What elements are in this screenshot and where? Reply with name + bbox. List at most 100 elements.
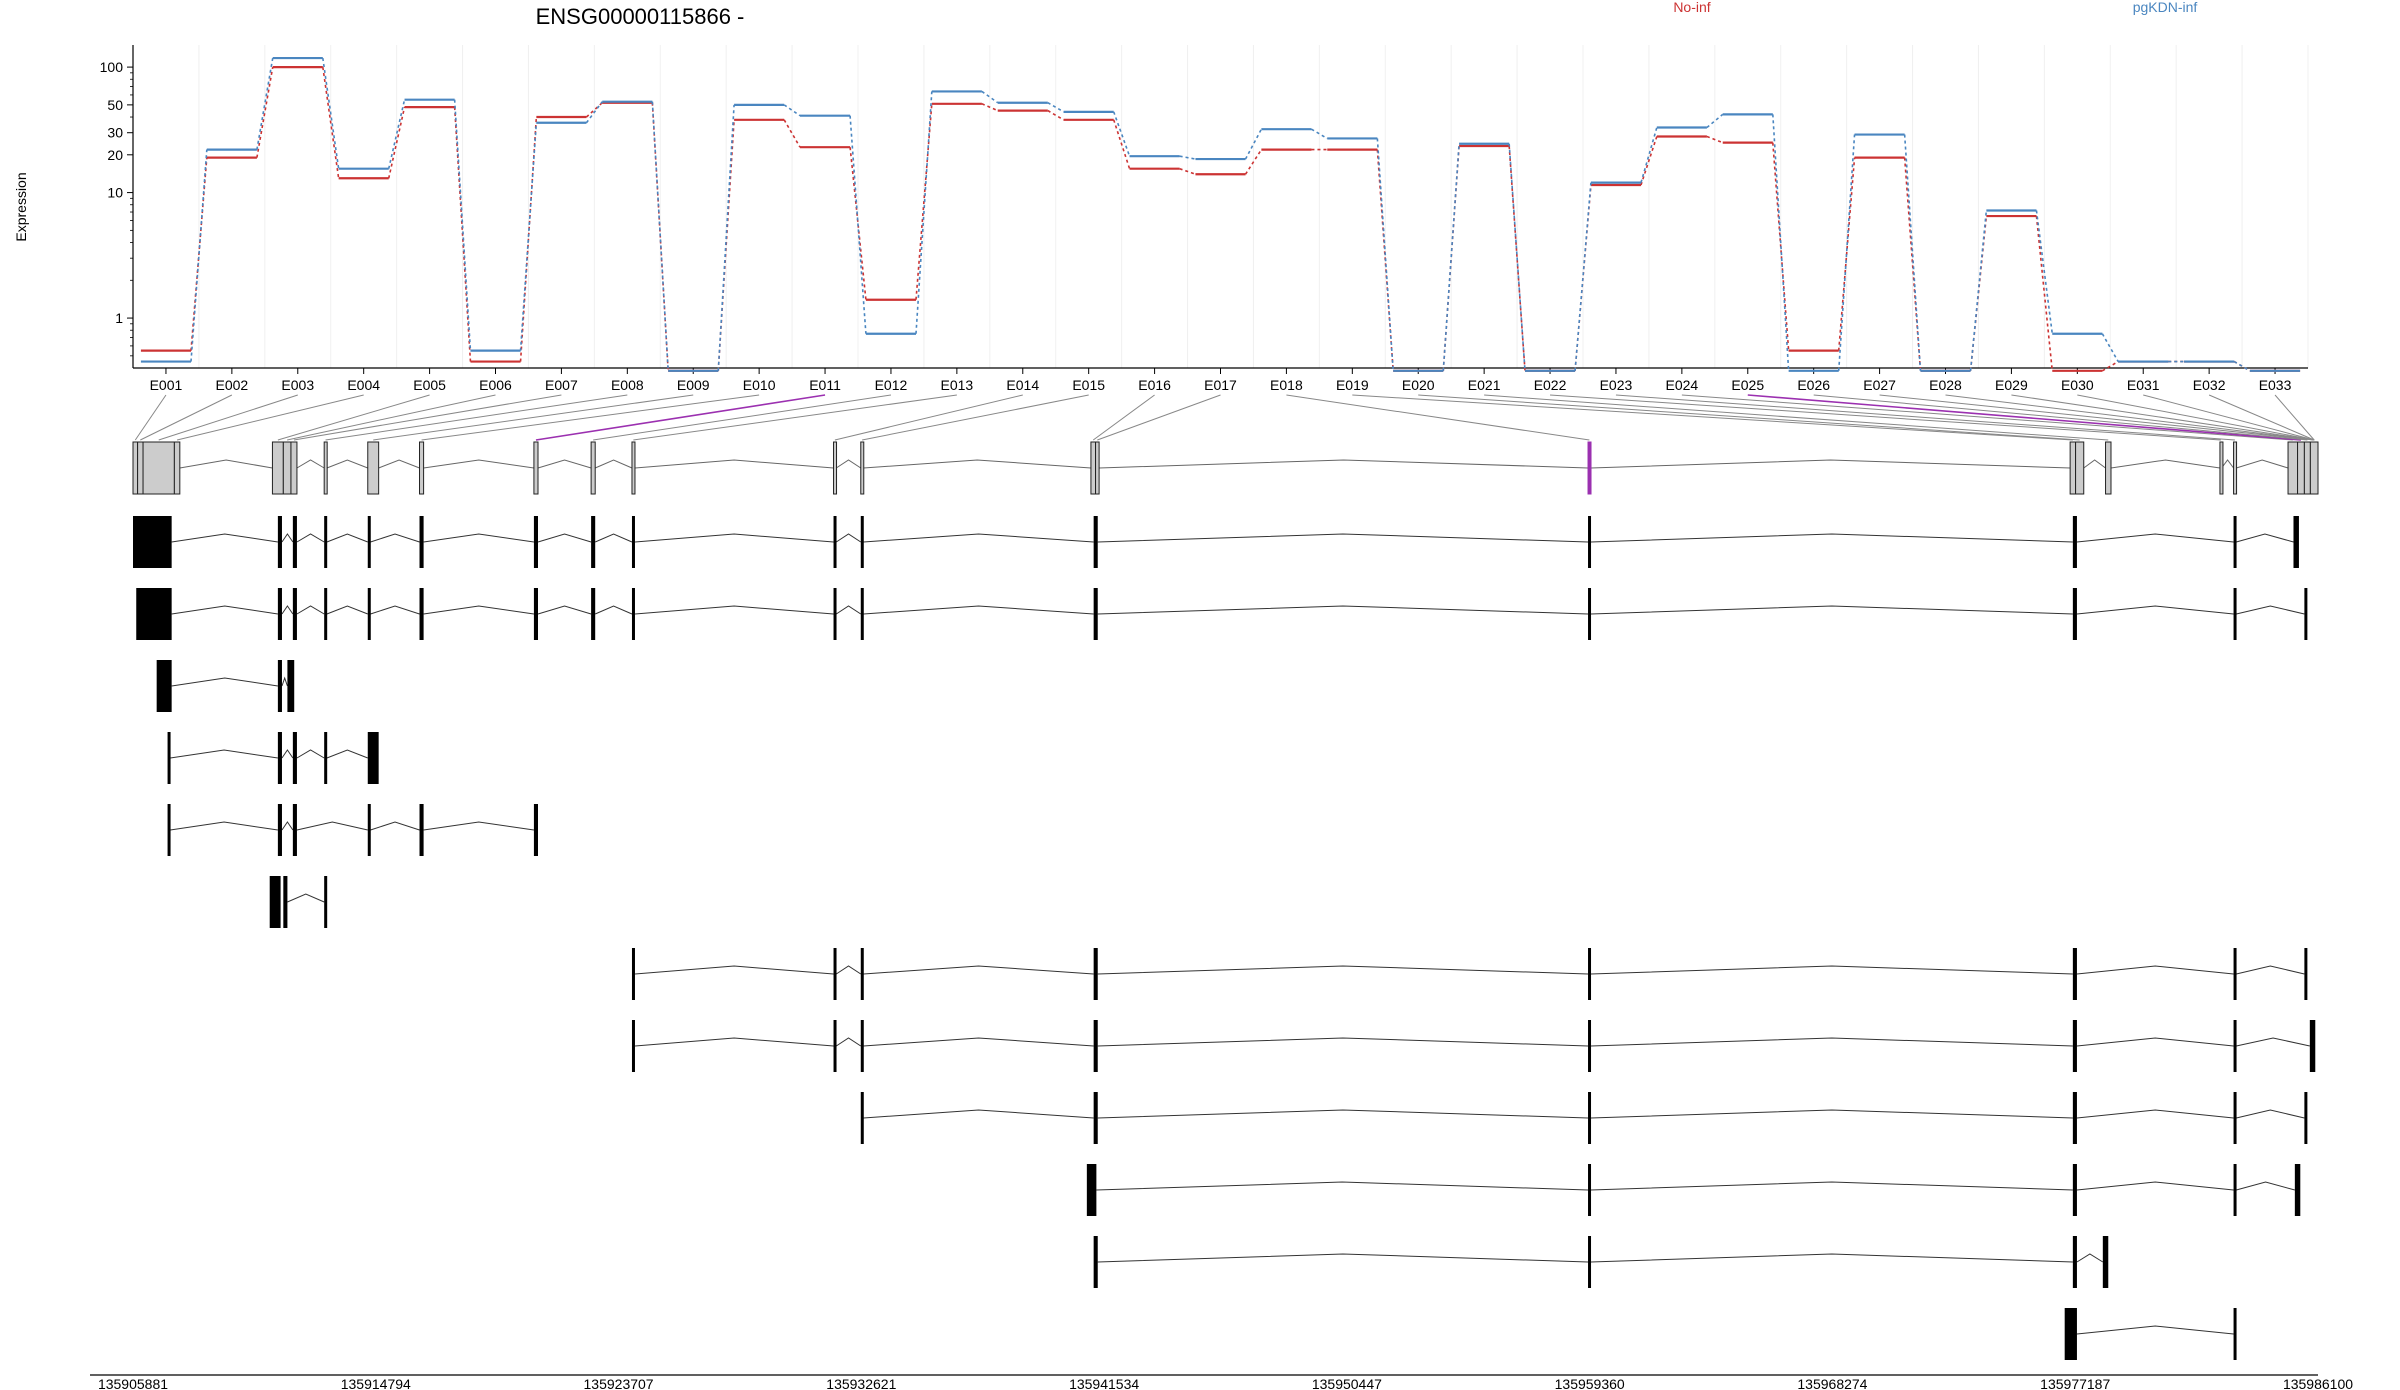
intron-line: [1590, 533, 2073, 543]
genome-tick-label: 135950447: [1312, 1376, 1382, 1390]
exon-block: [2233, 516, 2237, 568]
exon-transition: [387, 106, 406, 179]
connector-line: [1747, 394, 2302, 441]
x-tick-label: E010: [743, 377, 776, 393]
x-tick-label: E021: [1468, 377, 1501, 393]
exon-block: [631, 1020, 635, 1072]
transcript-track: [269, 876, 328, 928]
intron-line: [1097, 1109, 1589, 1119]
intron-line: [296, 821, 368, 831]
exon-transition: [322, 57, 340, 169]
x-tick-label: E023: [1600, 377, 1633, 393]
intron-line: [171, 605, 278, 615]
intron-line: [2076, 1181, 2234, 1191]
exon-block: [419, 516, 424, 568]
exon-box: [533, 441, 539, 495]
x-tick-label: E006: [479, 377, 512, 393]
y-tick-label: 30: [107, 125, 123, 141]
genome-tick-label: 135941534: [1069, 1376, 1139, 1390]
exon-transition: [849, 147, 867, 300]
connector-line: [277, 394, 430, 441]
exon-block: [292, 516, 297, 568]
exon-box: [2287, 441, 2299, 495]
exon-block: [631, 948, 635, 1000]
exon-transition: [1706, 135, 1724, 144]
exon-block: [833, 588, 837, 640]
intron-line: [863, 1109, 1094, 1119]
connector-line: [633, 394, 957, 441]
intron-line: [1590, 1181, 2073, 1191]
connector-line: [862, 394, 1089, 441]
exon-block: [2064, 1308, 2077, 1360]
exon-block: [367, 588, 371, 640]
intron-line: [2236, 533, 2294, 543]
intron-line: [171, 677, 278, 687]
transcript-track: [1086, 1164, 2301, 1216]
exon-transition: [519, 122, 538, 351]
intron-line: [370, 533, 420, 543]
exon-block: [292, 732, 297, 784]
exon-block: [533, 516, 539, 568]
intron-line: [595, 459, 633, 469]
exon-box: [323, 441, 328, 495]
transcript-track: [2064, 1308, 2237, 1360]
intron-line: [2083, 459, 2106, 469]
exon-box: [1090, 441, 1097, 495]
connector-line: [1681, 394, 2293, 441]
connector-line: [293, 394, 562, 441]
connector-line: [140, 394, 233, 441]
genome-axis: 135905881 135914794 135923707 135932621 1359…: [90, 1374, 2353, 1390]
exon-block: [631, 588, 635, 640]
x-tick-label: E033: [2259, 377, 2292, 393]
intron-line: [634, 459, 834, 469]
exon-transition: [2035, 215, 2054, 371]
exon-block: [860, 1092, 864, 1144]
exon-block: [156, 660, 172, 712]
x-tick-label: E031: [2127, 377, 2160, 393]
exon-transition: [1574, 182, 1592, 371]
exon-box: [631, 441, 636, 495]
intron-line: [2076, 1325, 2234, 1335]
intron-line: [634, 533, 834, 543]
gene-summary-track: [132, 441, 2319, 495]
connector-line: [1550, 394, 2221, 441]
exon-box: [2219, 441, 2224, 495]
connector-line: [1879, 394, 2315, 441]
exon-block: [167, 804, 171, 856]
exon-block: [591, 516, 596, 568]
y-axis-label: Expression: [13, 172, 29, 241]
exon-block: [277, 804, 282, 856]
exon-block: [167, 732, 171, 784]
intron-line: [370, 821, 420, 831]
intron-line: [835, 965, 862, 975]
intron-line: [634, 965, 834, 975]
intron-line: [1097, 1037, 1589, 1047]
exon-block: [277, 732, 282, 784]
exon-block: [324, 876, 328, 928]
exon-block: [2233, 1092, 2237, 1144]
intron-line: [863, 459, 1091, 469]
intron-line: [863, 605, 1094, 615]
exon-box: [2075, 441, 2085, 495]
intron-line: [281, 533, 294, 543]
exon-transition: [1244, 149, 1263, 175]
exon-block: [860, 588, 864, 640]
exon-block: [591, 588, 596, 640]
intron-line: [2236, 1109, 2305, 1119]
exon-block: [292, 804, 297, 856]
transcript-track: [631, 1020, 2316, 1072]
connector-line: [2143, 394, 2315, 441]
exon-box: [173, 441, 181, 495]
connector-line: [287, 394, 496, 441]
intron-line: [296, 749, 325, 759]
x-tick-label: E022: [1534, 377, 1567, 393]
connector-line: [134, 394, 167, 441]
exon-block: [2072, 948, 2077, 1000]
exon-block: [277, 660, 282, 712]
exon-block: [1588, 1164, 1592, 1216]
y-tick-label: 1: [115, 310, 123, 326]
exon-transition: [651, 101, 669, 371]
exon-transition: [849, 115, 867, 334]
connector-line: [1484, 394, 2109, 441]
